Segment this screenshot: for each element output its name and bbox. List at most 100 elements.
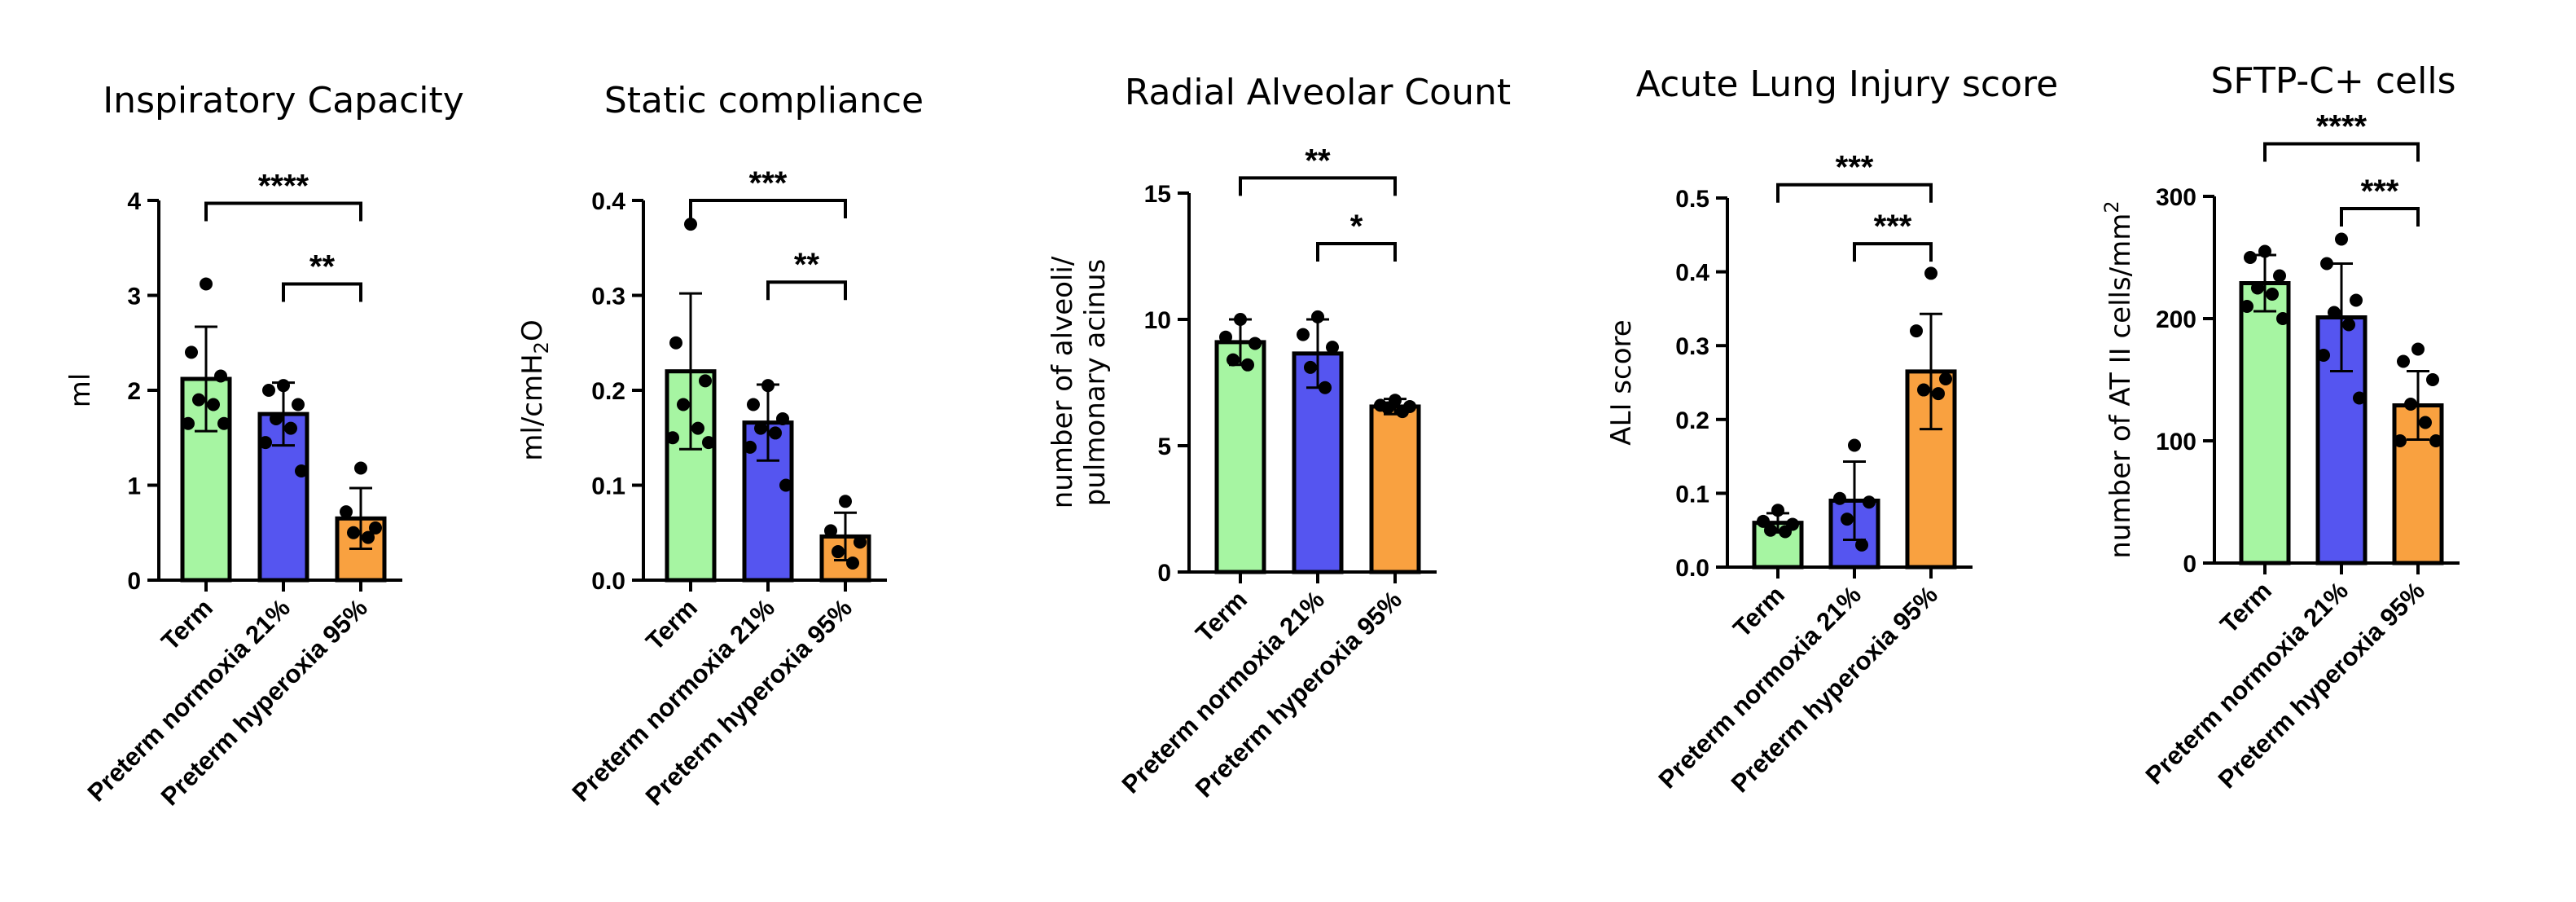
data-point — [217, 416, 230, 430]
data-point — [691, 421, 704, 435]
data-point — [1939, 372, 1952, 385]
data-point — [362, 530, 375, 544]
data-point — [2411, 342, 2425, 356]
data-point — [1311, 310, 1324, 323]
significance-label: *** — [749, 165, 788, 201]
data-point — [1249, 337, 1262, 350]
y-tick-label: 0.4 — [1675, 260, 1709, 287]
y-tick-label: 300 — [2156, 184, 2196, 211]
y-tick-label: 0.5 — [1675, 186, 1709, 213]
y-axis-label: number of AT II cells/mm2 — [2100, 200, 2137, 558]
data-point — [1841, 513, 1854, 526]
significance-bracket — [2340, 207, 2420, 227]
data-point — [292, 398, 305, 411]
data-point — [1863, 495, 1876, 509]
data-point — [669, 336, 682, 350]
data-point — [295, 464, 308, 478]
data-point — [340, 505, 353, 519]
data-point — [185, 345, 198, 359]
y-axis-label: number of alveoli/pulmonary acinus — [1047, 256, 1112, 508]
significance-label: *** — [1836, 150, 1874, 186]
data-point — [214, 369, 227, 383]
y-axis-label: ALI score — [1605, 319, 1638, 445]
y-tick-label: 10 — [1144, 307, 1171, 334]
data-point — [2251, 281, 2264, 295]
y-tick-label: 100 — [2156, 429, 2196, 455]
data-point — [832, 545, 845, 559]
category-label: Term — [2214, 576, 2277, 639]
data-point — [702, 436, 715, 450]
data-point — [839, 495, 852, 508]
data-point — [1326, 341, 1339, 354]
data-point — [259, 436, 272, 450]
data-point — [1757, 514, 1770, 528]
significance-bracket — [1776, 183, 1933, 203]
data-point — [1764, 523, 1777, 537]
data-point — [2397, 354, 2410, 368]
data-point — [192, 393, 205, 407]
data-point — [1219, 330, 1232, 344]
data-point — [1771, 504, 1784, 517]
bar-3 — [1369, 404, 1421, 574]
y-tick-label: 0.3 — [1675, 333, 1709, 360]
data-point — [2266, 288, 2279, 301]
data-point — [354, 461, 367, 475]
significance-label: **** — [2316, 109, 2368, 145]
data-point — [2244, 251, 2257, 264]
y-tick-label: 0 — [2183, 551, 2196, 578]
data-point — [744, 440, 757, 454]
significance-label: *** — [2361, 174, 2399, 209]
y-tick-label: 0.1 — [1675, 481, 1709, 508]
y-tick-label: 0.0 — [1675, 555, 1709, 582]
data-point — [761, 379, 775, 393]
significance-bracket — [282, 282, 362, 302]
data-point — [182, 416, 195, 430]
significance-label: ** — [309, 249, 336, 285]
y-tick-label: 0 — [1157, 560, 1171, 587]
data-point — [677, 398, 690, 411]
data-point — [666, 431, 679, 445]
data-point — [1910, 324, 1923, 338]
data-point — [262, 384, 275, 397]
data-point — [2429, 434, 2442, 447]
significance-bracket — [2263, 142, 2420, 162]
chart-title: Static compliance — [604, 80, 924, 121]
significance-bracket — [1239, 176, 1397, 196]
bar-1 — [1214, 340, 1266, 574]
category-label: Term — [1727, 580, 1790, 643]
data-point — [1855, 538, 1868, 552]
data-point — [779, 478, 792, 492]
chart-panel-4: Acute Lung Injury score ALI score 0.0 0.1 0.… — [1605, 64, 2058, 798]
data-point — [1917, 383, 1930, 397]
y-tick-label: 0.2 — [591, 378, 625, 405]
category-label: Term — [1190, 585, 1253, 648]
data-point — [284, 421, 297, 435]
data-point — [200, 277, 213, 291]
significance-label: ** — [794, 247, 820, 283]
y-tick-label: 0.4 — [591, 188, 625, 215]
chart-title: Inspiratory Capacity — [103, 80, 464, 121]
y-tick-label: 0.0 — [591, 568, 625, 595]
significance-label: **** — [258, 168, 309, 204]
significance-bracket — [204, 201, 362, 222]
y-tick-label: 0.1 — [591, 473, 625, 500]
data-point — [2350, 293, 2363, 307]
significance-label: *** — [1874, 209, 1912, 244]
data-point — [1381, 401, 1394, 415]
data-point — [1924, 266, 1937, 280]
bar-1 — [2239, 281, 2291, 565]
data-point — [1779, 525, 1792, 539]
significance-bracket — [766, 280, 847, 301]
data-point — [2317, 349, 2330, 362]
data-point — [277, 379, 290, 393]
data-point — [207, 398, 220, 411]
y-tick-label: 0 — [127, 568, 141, 595]
y-tick-label: 2 — [127, 378, 141, 405]
significance-label: * — [1350, 209, 1363, 244]
significance-label: ** — [1305, 143, 1331, 178]
data-point — [1241, 358, 1254, 372]
data-point — [369, 521, 382, 535]
data-point — [2419, 416, 2432, 429]
